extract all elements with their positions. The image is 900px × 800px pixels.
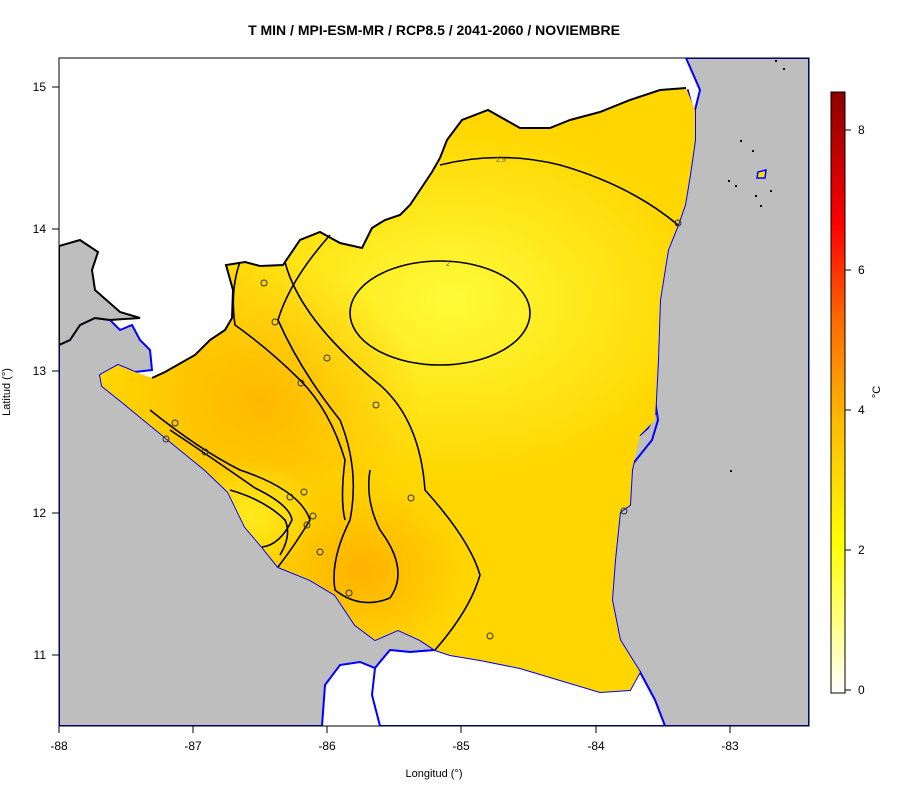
station-marker (303, 521, 311, 529)
contour-coast-1 (149, 409, 311, 568)
station-marker (323, 354, 331, 362)
y-tick-label: 15 (33, 80, 47, 94)
station-marker (300, 488, 308, 496)
figure-title: T MIN / MPI-ESM-MR / RCP8.5 / 2041-2060 … (248, 22, 620, 38)
x-tick-label: -88 (50, 739, 68, 753)
nicaragua-border (151, 87, 687, 379)
station-marker (260, 279, 268, 287)
colorbar-tick-label: 8 (858, 123, 865, 137)
colorbar-tick-label: 4 (858, 403, 865, 417)
station-marker (345, 589, 353, 597)
station-marker (171, 419, 179, 427)
island-corn (756, 169, 767, 179)
colorbar-tick-label: 6 (858, 263, 865, 277)
gray-land-northwest (59, 238, 141, 347)
contour-label-2: 2 (446, 261, 450, 268)
contour-2-5-north (439, 156, 679, 226)
contour-west-1 (277, 234, 399, 604)
contour-2-ring (349, 260, 531, 366)
contour-coast-2 (169, 429, 293, 548)
station-marker (407, 494, 415, 502)
station-marker (620, 507, 628, 515)
y-tick-label: 12 (33, 506, 47, 520)
colorbar-tick-label: 2 (858, 543, 865, 557)
x-tick-label: -87 (184, 739, 202, 753)
station-marker (309, 512, 317, 520)
station-markers (162, 219, 682, 640)
contour-coast-3 (229, 489, 289, 556)
colorbar-ticks (845, 129, 851, 691)
station-marker (674, 219, 682, 227)
contour-label-2-5: 2.5 (496, 157, 506, 164)
station-marker (486, 632, 494, 640)
x-tick-label: -85 (452, 739, 470, 753)
x-tick-label: -83 (721, 739, 739, 753)
colorbar (830, 91, 846, 694)
contour-east-1 (284, 261, 481, 651)
plot-area: 2.5 2 (59, 58, 809, 726)
y-axis-label: Latitud (°) (1, 368, 13, 416)
station-marker (286, 493, 294, 501)
y-axis (52, 86, 60, 656)
x-axis-label: Longitud (°) (406, 768, 463, 780)
station-marker (372, 401, 380, 409)
x-axis (58, 725, 731, 733)
y-tick-label: 13 (33, 364, 47, 378)
islands (728, 60, 785, 472)
station-marker (201, 448, 209, 456)
station-marker (316, 548, 324, 556)
x-tick-label: -86 (318, 739, 336, 753)
y-tick-label: 14 (33, 222, 47, 236)
station-marker (162, 435, 170, 443)
station-marker (271, 318, 279, 326)
y-tick-label: 11 (34, 648, 47, 662)
colorbar-tick-label: 0 (858, 683, 865, 697)
x-tick-label: -84 (587, 739, 605, 753)
station-marker (297, 379, 305, 387)
colorbar-unit-label: °C (871, 386, 883, 398)
